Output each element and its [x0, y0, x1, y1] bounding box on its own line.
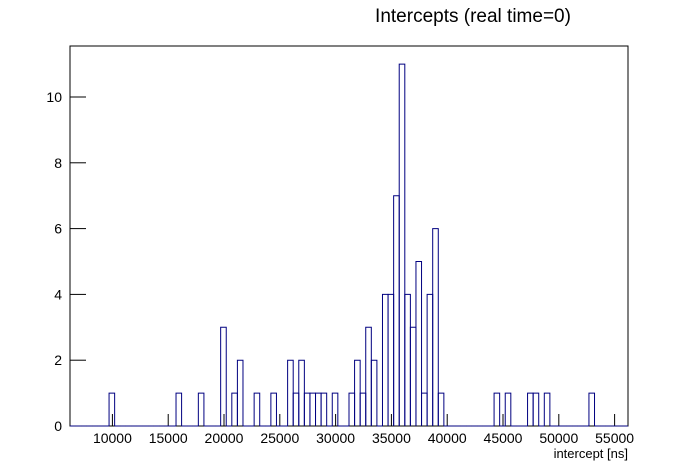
x-tick-label: 15000 — [149, 430, 188, 446]
histogram-bin — [331, 392, 339, 426]
histogram-bin — [108, 392, 116, 426]
histogram-bin — [220, 326, 227, 426]
x-tick-label: 40000 — [428, 430, 467, 446]
y-tick-label: 4 — [54, 286, 62, 302]
histogram-bin — [320, 392, 328, 426]
y-tick-label: 6 — [54, 221, 62, 237]
histogram-bin — [432, 228, 439, 426]
histogram-bin — [197, 392, 205, 426]
y-tick-label: 2 — [54, 352, 62, 368]
histogram-bin — [175, 392, 183, 426]
histogram-bin — [504, 392, 512, 426]
x-axis-label: intercept [ns] — [554, 446, 628, 461]
y-tick-label: 8 — [54, 155, 62, 171]
histogram-bin — [415, 260, 423, 426]
x-tick-label: 20000 — [205, 430, 244, 446]
x-tick-label: 45000 — [484, 430, 523, 446]
histogram-bin — [543, 392, 551, 426]
x-tick-label: 25000 — [260, 430, 299, 446]
chart-title: Intercepts (real time=0) — [375, 6, 571, 27]
histogram-bin — [532, 392, 540, 426]
x-tick-label: 35000 — [372, 430, 411, 446]
histogram-bin — [493, 392, 501, 426]
x-tick-label: 50000 — [539, 430, 578, 446]
histogram-bin — [370, 359, 378, 426]
histogram-bin — [398, 63, 406, 426]
histogram-bin — [253, 392, 261, 426]
histogram-bin — [588, 392, 596, 426]
x-tick-label: 30000 — [316, 430, 355, 446]
histogram-bin — [270, 392, 277, 426]
x-tick-label: 10000 — [93, 430, 132, 446]
histogram-bin — [437, 392, 445, 426]
x-tick-label: 55000 — [595, 430, 634, 446]
y-tick-label: 0 — [54, 418, 62, 434]
y-tick-label: 10 — [46, 89, 62, 105]
histogram-bin — [236, 359, 244, 426]
